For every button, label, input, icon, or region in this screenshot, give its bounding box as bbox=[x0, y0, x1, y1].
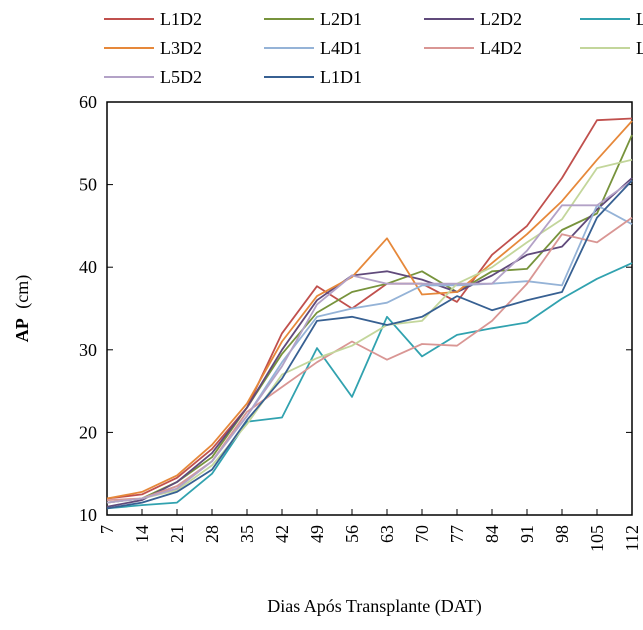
x-tick-label: 63 bbox=[377, 525, 397, 543]
x-axis: 7 14 21 28 35 42 49 56 63 70 77 84 91 98 105 112 bbox=[97, 509, 642, 552]
y-axis-title-label: AP bbox=[12, 318, 32, 342]
series-line-l1d1 bbox=[106, 179, 633, 510]
y-tick-label: 30 bbox=[79, 340, 97, 360]
plot-area bbox=[106, 101, 633, 516]
legend-label: L2D2 bbox=[480, 9, 522, 29]
legend-item-l4d2: L4D2 bbox=[424, 38, 522, 58]
x-tick-label: 91 bbox=[517, 525, 537, 543]
series-line-l2d2 bbox=[106, 177, 633, 508]
x-tick-label: 42 bbox=[272, 525, 292, 543]
y-axis: 10 20 30 40 50 60 bbox=[79, 92, 632, 525]
x-tick-label: 70 bbox=[412, 525, 432, 543]
x-tick-label: 14 bbox=[132, 525, 152, 543]
x-tick-label: 112 bbox=[622, 525, 642, 551]
x-tick-label: 105 bbox=[587, 525, 607, 552]
x-tick-label: 21 bbox=[167, 525, 187, 543]
series-layer bbox=[106, 117, 633, 510]
legend-item-l1d2: L1D2 bbox=[104, 9, 202, 29]
legend-item-l5d2: L5D2 bbox=[104, 67, 202, 87]
legend-label: L1D1 bbox=[320, 67, 362, 87]
legend-item-l5d1: L5D1 bbox=[580, 38, 643, 58]
y-tick-label: 10 bbox=[79, 505, 97, 525]
legend-item-l2d2: L2D2 bbox=[424, 9, 522, 29]
series-line-l3d1 bbox=[106, 262, 633, 510]
y-tick-label: 40 bbox=[79, 257, 97, 277]
series-line-l5d1 bbox=[106, 158, 633, 504]
series-line-l1d2 bbox=[106, 117, 633, 500]
y-axis-title: AP (cm) bbox=[12, 275, 33, 342]
legend: L1D2 L2D1 L2D2 L3D1 L3D2 L4D1 L4D2 L5D1 L5D2 L1D1 bbox=[104, 9, 643, 87]
legend-item-l4d1: L4D1 bbox=[264, 38, 362, 58]
legend-label: L5D2 bbox=[160, 67, 202, 87]
series-line-l4d2 bbox=[106, 216, 633, 501]
legend-label: L2D1 bbox=[320, 9, 362, 29]
legend-label: L4D2 bbox=[480, 38, 522, 58]
x-tick-label: 56 bbox=[342, 525, 362, 543]
legend-label: L1D2 bbox=[160, 9, 202, 29]
legend-label: L5D1 bbox=[636, 38, 643, 58]
x-tick-label: 28 bbox=[202, 525, 222, 543]
legend-label: L4D1 bbox=[320, 38, 362, 58]
x-tick-label: 84 bbox=[482, 525, 502, 543]
x-tick-label: 35 bbox=[237, 525, 257, 543]
series-line-l5d2 bbox=[106, 179, 633, 504]
x-axis-title: Dias Após Transplante (DAT) bbox=[267, 596, 482, 617]
series-line-l4d1 bbox=[106, 204, 633, 504]
y-tick-label: 20 bbox=[79, 422, 97, 442]
legend-item-l3d2: L3D2 bbox=[104, 38, 202, 58]
x-tick-label: 49 bbox=[307, 525, 327, 543]
legend-label: L3D1 bbox=[636, 9, 643, 29]
legend-item-l2d1: L2D1 bbox=[264, 9, 362, 29]
legend-item-l3d1: L3D1 bbox=[580, 9, 643, 29]
y-tick-label: 50 bbox=[79, 175, 97, 195]
legend-label: L3D2 bbox=[160, 38, 202, 58]
y-axis-title-unit: (cm) bbox=[12, 275, 33, 309]
legend-item-l1d1: L1D1 bbox=[264, 67, 362, 87]
series-line-l3d2 bbox=[106, 120, 633, 500]
x-tick-label: 7 bbox=[97, 525, 117, 534]
x-tick-label: 77 bbox=[447, 525, 467, 543]
y-tick-label: 60 bbox=[79, 92, 97, 112]
series-line-l2d1 bbox=[106, 134, 633, 504]
x-tick-label: 98 bbox=[552, 525, 572, 543]
